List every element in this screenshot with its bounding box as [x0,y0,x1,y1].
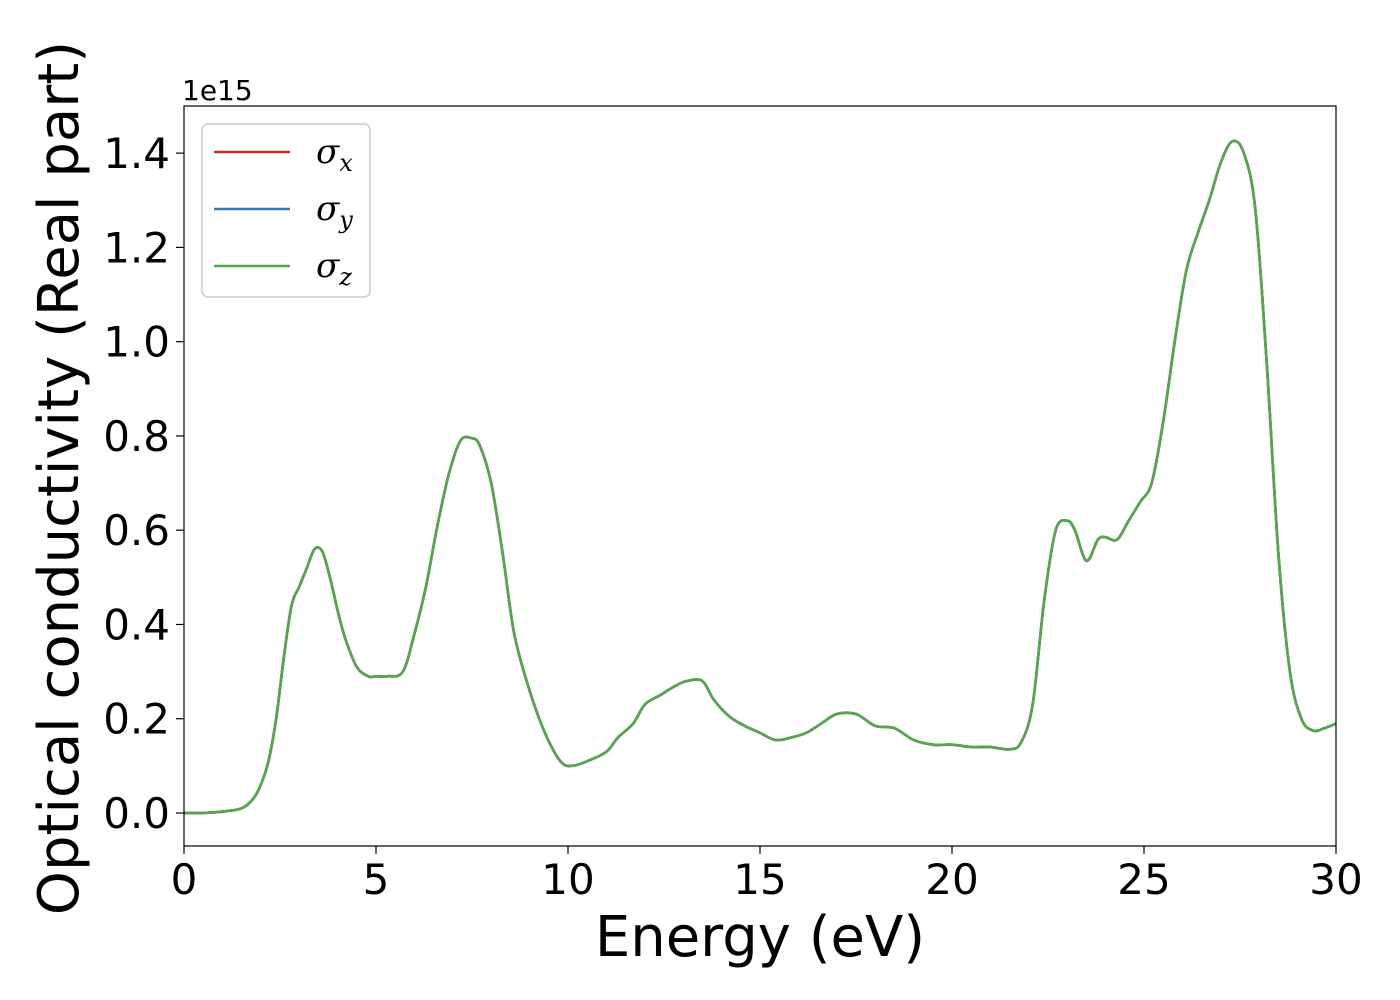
series-layer [184,139,1336,815]
x-axis-title: Energy (eV) [595,905,925,970]
x-tick-label: 20 [925,855,978,904]
legend-label: σz [316,246,352,291]
y-tick-label: 1.4 [103,129,170,178]
legend-box [201,123,371,298]
y-tick-label: 0.6 [103,506,170,555]
legend-label: σy [316,189,353,234]
y-axis: 0.0 0.2 0.4 0.6 0.8 1.0 1.2 1.4 [103,129,184,838]
legend: σx σy σz [201,123,371,298]
legend-label: σx [316,132,353,177]
y-tick-label: 0.4 [103,600,170,649]
x-tick-label: 30 [1309,855,1362,904]
y-tick-label: 1.0 [103,318,170,367]
y-tick-label: 0.8 [103,412,170,461]
x-tick-label: 5 [363,855,390,904]
x-tick-label: 15 [733,855,786,904]
y-tick-label: 0.0 [103,789,170,838]
y-tick-label: 1.2 [103,223,170,272]
y-tick-label: 0.2 [103,695,170,744]
y-offset-label: 1e15 [182,74,253,107]
y-axis-title: Optical conductivity (Real part) [27,41,92,915]
x-tick-label: 10 [541,855,594,904]
x-tick-label: 25 [1117,855,1170,904]
series-line-sigma-z [184,139,1336,815]
x-tick-label: 0 [171,855,198,904]
plot-area [183,105,1337,847]
x-axis: 0 5 10 15 20 25 30 [171,846,1363,904]
